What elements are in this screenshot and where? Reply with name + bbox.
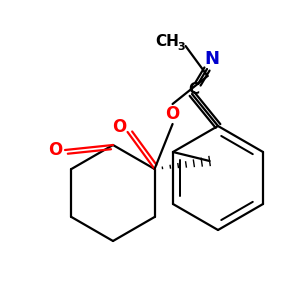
Text: O: O bbox=[48, 141, 62, 159]
Text: O: O bbox=[112, 118, 127, 136]
Text: O: O bbox=[165, 105, 180, 123]
Text: C: C bbox=[188, 82, 200, 97]
Text: CH: CH bbox=[156, 34, 179, 49]
Text: 3: 3 bbox=[178, 42, 185, 52]
Text: N: N bbox=[205, 50, 220, 68]
